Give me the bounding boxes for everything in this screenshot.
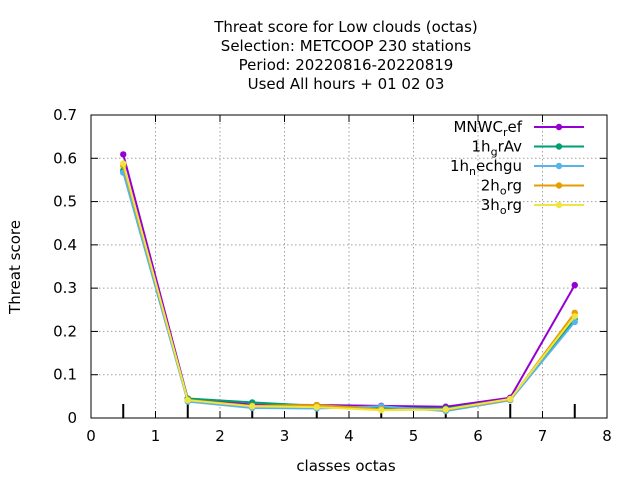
x-tick-label: 7 <box>538 427 548 445</box>
legend-item: 2horg <box>481 177 584 198</box>
data-point <box>184 397 191 404</box>
plot-border <box>90 114 608 419</box>
x-tick-label: 2 <box>215 427 225 445</box>
x-axis-label: classes octas <box>296 457 396 475</box>
grid-lines <box>91 115 607 418</box>
legend-marker <box>555 162 563 170</box>
x-tick-label: 1 <box>151 427 161 445</box>
y-tick-label: 0.3 <box>53 279 77 297</box>
y-tick-label: 0.6 <box>53 149 77 167</box>
x-tick-label: 8 <box>602 427 612 445</box>
series-line <box>122 163 576 412</box>
title-line-4: Used All hours + 01 02 03 <box>248 75 445 93</box>
y-tick-label: 0.7 <box>53 106 77 124</box>
data-point <box>507 395 514 403</box>
y-tick-label: 0 <box>67 409 77 427</box>
y-tick-label: 0.2 <box>53 322 77 340</box>
legend-label: 1hnechgu <box>450 157 522 178</box>
chart-title: Threat score for Low clouds (octas)Selec… <box>213 18 478 93</box>
data-point <box>249 403 256 410</box>
data-point <box>378 407 385 414</box>
legend-label: 3horg <box>481 196 522 217</box>
series-3h_org <box>120 160 578 414</box>
data-point <box>120 151 127 158</box>
legend-label: MNWCref <box>453 118 522 139</box>
data-point <box>120 160 127 167</box>
series-group <box>120 151 578 415</box>
y-tick-label: 0.4 <box>53 236 77 254</box>
legend-item: 1hnechgu <box>450 157 584 178</box>
legend-label: 1hgrAv <box>472 138 523 159</box>
data-point <box>313 403 320 411</box>
y-tick-label: 0.1 <box>53 366 77 384</box>
axis-ticks: 0 1 2 3 4 5 6 7 8 0 0.1 0.2 0.3 0.4 0.5 0.6 0.7 <box>53 106 612 445</box>
title-line-3: Period: 20220816-20220819 <box>239 56 454 74</box>
y-tick-label: 0.5 <box>53 193 77 211</box>
legend-marker <box>555 143 563 150</box>
legend-marker <box>555 201 563 209</box>
x-tick-label: 0 <box>86 427 96 445</box>
legend-marker <box>555 123 563 131</box>
legend-label: 2horg <box>481 177 522 198</box>
x-tick-label: 3 <box>280 427 290 445</box>
x-tick-label: 5 <box>409 427 419 445</box>
legend-marker <box>555 182 563 189</box>
legend-item: 3horg <box>481 196 584 217</box>
data-point <box>571 313 578 320</box>
data-point <box>571 318 578 326</box>
data-point <box>442 406 449 413</box>
x-tick-label: 6 <box>473 427 483 445</box>
data-point <box>571 281 578 289</box>
y-axis-label: Threat score <box>6 220 24 315</box>
legend-item: 1hgrAv <box>472 138 584 159</box>
title-line-2: Selection: METCOOP 230 stations <box>221 37 472 55</box>
legend-item: MNWCref <box>453 118 584 139</box>
x-tick-label: 4 <box>344 427 354 445</box>
title-line-1: Threat score for Low clouds (octas) <box>213 18 478 36</box>
